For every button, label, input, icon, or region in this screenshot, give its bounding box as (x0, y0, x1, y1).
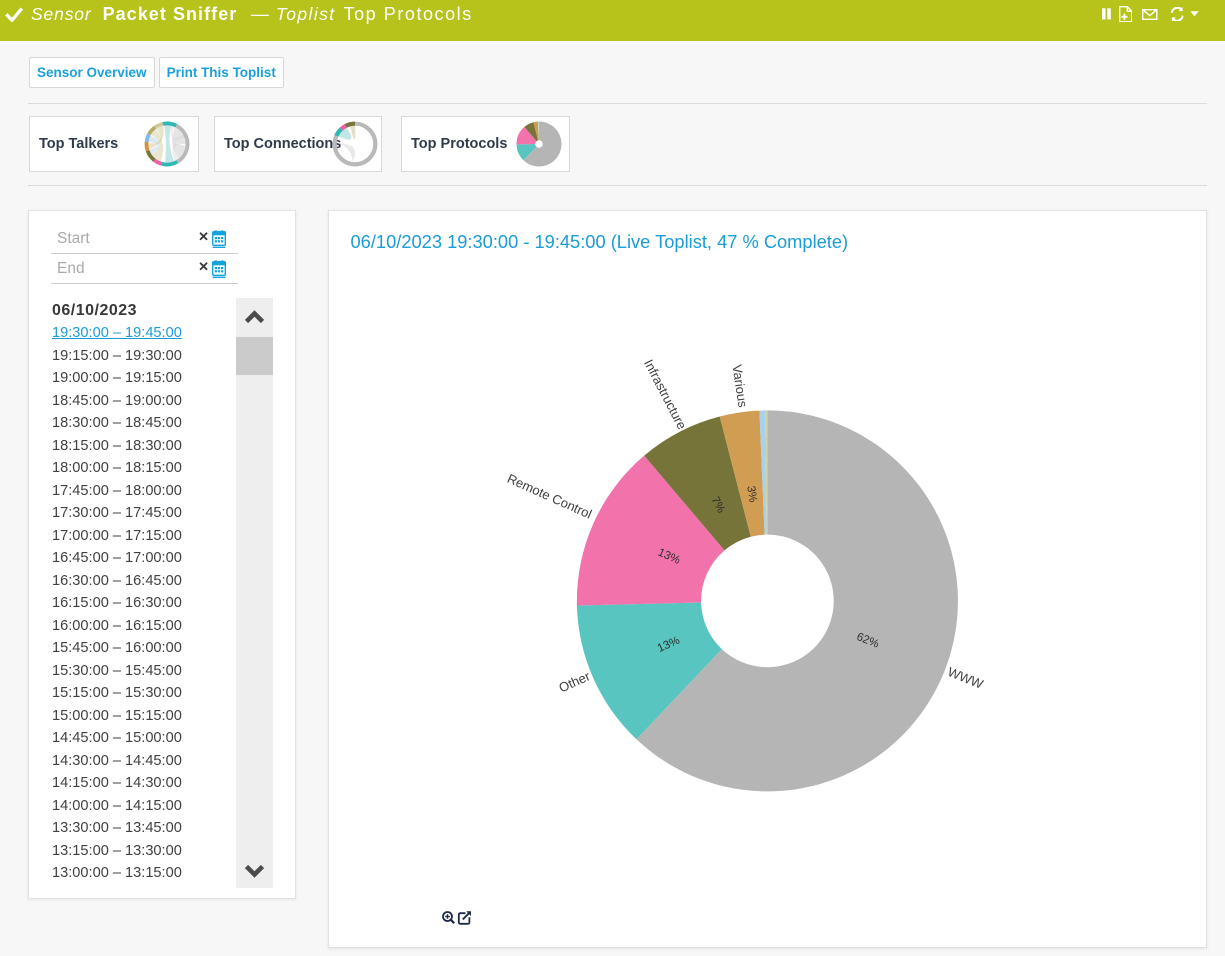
svg-text:Remote Control: Remote Control (505, 471, 594, 522)
svg-text:3%: 3% (744, 485, 758, 503)
svg-text:WWW: WWW (946, 664, 986, 692)
svg-text:Infrastructure: Infrastructure (641, 357, 690, 432)
svg-text:Other: Other (557, 668, 593, 695)
svg-text:Various: Various (729, 364, 750, 409)
